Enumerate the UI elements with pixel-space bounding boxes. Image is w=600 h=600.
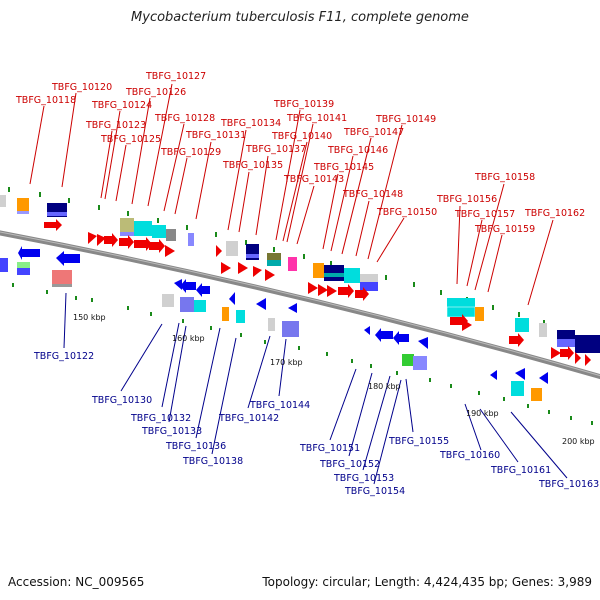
genome-backbone [0, 230, 600, 380]
gene-label[interactable]: TBFG_10160 [439, 450, 500, 461]
gene-labels-upper: TBFG_10118 TBFG_10120 TBFG_10123 TBFG_10… [15, 71, 585, 235]
gene-label[interactable]: TBFG_10123 [85, 120, 146, 131]
gene-label[interactable]: TBFG_10152 [319, 459, 380, 470]
gene-label[interactable]: TBFG_10136 [165, 441, 226, 452]
gene-label[interactable]: TBFG_10163 [538, 479, 599, 490]
gene-label[interactable]: TBFG_10161 [490, 465, 551, 476]
gene-label[interactable]: TBFG_10124 [91, 100, 152, 111]
gene-label[interactable]: TBFG_10128 [154, 113, 215, 124]
gene-label[interactable]: TBFG_10159 [474, 224, 535, 235]
gene-label[interactable]: TBFG_10145 [313, 162, 374, 173]
gene-label[interactable]: TBFG_10137 [245, 144, 306, 155]
gene-label[interactable]: TBFG_10144 [249, 400, 310, 411]
gene-label[interactable]: TBFG_10147 [343, 127, 404, 138]
gene-label[interactable]: TBFG_10148 [342, 189, 403, 200]
accession-label: Accession: NC_009565 [8, 575, 145, 589]
gene-label[interactable]: TBFG_10133 [141, 426, 202, 437]
genome-summary: Topology: circular; Length: 4,424,435 bp… [262, 575, 592, 589]
reverse-strand-genes [0, 246, 548, 401]
gene-label[interactable]: TBFG_10131 [185, 130, 246, 141]
forward-gene-arrow [44, 219, 62, 231]
gene-label[interactable]: TBFG_10157 [454, 209, 515, 220]
gene-labels-lower: TBFG_10122 TBFG_10130 TBFG_10132 TBFG_10… [33, 351, 599, 497]
gene-label[interactable]: TBFG_10139 [273, 99, 334, 110]
genome-backbone-highlight [0, 231, 600, 377]
gene-label[interactable]: TBFG_10141 [286, 113, 347, 124]
gene-label[interactable]: TBFG_10134 [220, 118, 281, 129]
scale-label: 170 kbp [270, 358, 303, 367]
gene-label[interactable]: TBFG_10140 [271, 131, 332, 142]
gene-label[interactable]: TBFG_10153 [333, 473, 394, 484]
gene-label[interactable]: TBFG_10126 [125, 87, 186, 98]
map-title: Mycobacterium tuberculosis F11, complete… [131, 10, 469, 25]
gene-label[interactable]: TBFG_10158 [474, 172, 535, 183]
gene-label[interactable]: TBFG_10143 [283, 174, 344, 185]
tick-marks-lower [12, 283, 593, 425]
gene-label[interactable]: TBFG_10142 [218, 413, 279, 424]
gene-label[interactable]: TBFG_10132 [130, 413, 191, 424]
gene-label[interactable]: TBFG_10156 [436, 194, 497, 205]
gene-label[interactable]: TBFG_10150 [376, 207, 437, 218]
forward-strand-genes [0, 195, 600, 366]
scale-label: 160 kbp [172, 334, 205, 343]
gene-label[interactable]: TBFG_10125 [100, 134, 161, 145]
gene-label[interactable]: TBFG_10146 [327, 145, 388, 156]
gene-label[interactable]: TBFG_10154 [344, 486, 405, 497]
gene-label[interactable]: TBFG_10135 [222, 160, 283, 171]
gene-label[interactable]: TBFG_10118 [15, 95, 76, 106]
leader-lines-upper [29, 83, 554, 306]
scale-label: 150 kbp [73, 313, 106, 322]
scale-labels: 150 kbp 160 kbp 170 kbp 180 kbp 190 kbp … [73, 313, 595, 446]
gene-label[interactable]: TBFG_10162 [524, 208, 585, 219]
gene-label[interactable]: TBFG_10127 [145, 71, 206, 82]
gene-label[interactable]: TBFG_10151 [299, 443, 360, 454]
gene-label[interactable]: TBFG_10129 [160, 147, 221, 158]
gene-label[interactable]: TBFG_10122 [33, 351, 94, 362]
scale-label: 200 kbp [562, 437, 595, 446]
gene-label[interactable]: TBFG_10155 [388, 436, 449, 447]
gene-label[interactable]: TBFG_10149 [375, 114, 436, 125]
leader-lines-lower [63, 292, 568, 485]
tick-marks-upper [8, 187, 545, 325]
gene-label[interactable]: TBFG_10130 [91, 395, 152, 406]
scale-label: 190 kbp [466, 409, 499, 418]
gene-label[interactable]: TBFG_10138 [182, 456, 243, 467]
gene-label[interactable]: TBFG_10120 [51, 82, 112, 93]
scale-label: 180 kbp [368, 382, 401, 391]
